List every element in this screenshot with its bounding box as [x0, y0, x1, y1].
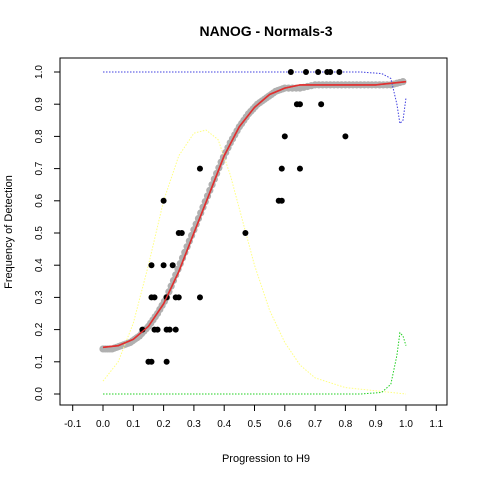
scatter-point-30 [296, 101, 303, 108]
chart-title: NANOG - Normals-3 [199, 23, 332, 39]
x-tick-label: 1.1 [429, 419, 443, 430]
series-line-4 [103, 71, 407, 125]
series-line-3 [102, 129, 407, 395]
scatter-point-1 [148, 358, 155, 365]
y-tick-label: 1.0 [34, 65, 45, 79]
y-tick-label: 0.2 [34, 322, 45, 336]
scatter-point-24 [196, 165, 203, 172]
scatter-point-13 [175, 294, 182, 301]
y-tick-label: 0.1 [34, 354, 45, 368]
scatter-point-23 [278, 197, 285, 204]
x-tick-label: 0.3 [187, 419, 201, 430]
scatter-point-28 [342, 133, 349, 140]
x-tick-label: 0.4 [217, 419, 231, 430]
scatter-point-14 [196, 294, 203, 301]
y-tick-label: 0.3 [34, 290, 45, 304]
x-tick-label: 0.8 [338, 419, 352, 430]
smoothed-point-fill [383, 81, 391, 89]
scatter-point-26 [296, 165, 303, 172]
x-tick-label: 0.9 [369, 419, 383, 430]
x-tick-label: 0.2 [157, 419, 171, 430]
scatter-point-5 [154, 326, 161, 333]
scatter-point-7 [166, 326, 173, 333]
x-tick-label: 0.7 [308, 419, 322, 430]
x-tick-label: 0.5 [248, 419, 262, 430]
scatter-point-20 [242, 230, 249, 236]
series-line-5 [103, 331, 407, 395]
plot-frame [59, 57, 448, 406]
x-tick-label: 0.6 [278, 419, 292, 430]
scatter-point-21 [160, 197, 167, 204]
scatter-point-36 [327, 69, 334, 75]
scatter-point-25 [278, 165, 285, 172]
scatter-point-16 [160, 262, 167, 269]
y-tick-label: 0.5 [34, 226, 45, 240]
scatter-point-33 [303, 69, 310, 75]
x-tick-label: 0.1 [126, 419, 140, 430]
y-tick-label: 0.6 [34, 193, 45, 207]
scatter-point-17 [169, 262, 176, 269]
scatter-point-37 [336, 69, 343, 75]
y-tick-label: 0.9 [34, 97, 45, 111]
plot-layer: -0.1 0.0 0.1 0.2 0.3 0.4 0.5 0.6 0.7 0.8 0.9 1.0 1.1… [34, 57, 448, 430]
scatter-point-27 [281, 133, 288, 140]
scatter-point-19 [178, 230, 185, 236]
y-tick-label: 0.0 [34, 387, 45, 401]
x-tick-label: 1.0 [399, 419, 413, 430]
x-axis-label: Progression to H9 [222, 453, 310, 465]
scatter-point-32 [287, 69, 294, 75]
x-tick-label: 0.0 [96, 419, 110, 430]
scatter-point-2 [163, 358, 170, 365]
y-tick-label: 0.4 [34, 258, 45, 272]
x-tick-label: -0.1 [64, 419, 82, 430]
fit-line-front [102, 81, 407, 348]
y-tick-label: 0.8 [34, 129, 45, 143]
scatter-point-34 [315, 69, 322, 75]
scatter-point-10 [151, 294, 158, 301]
y-tick-label: 0.7 [34, 161, 45, 175]
scatter-point-15 [148, 262, 155, 269]
y-axis-label: Frequency of Detection [3, 175, 15, 289]
scatter-point-8 [172, 326, 179, 333]
scatter-point-31 [318, 101, 325, 108]
